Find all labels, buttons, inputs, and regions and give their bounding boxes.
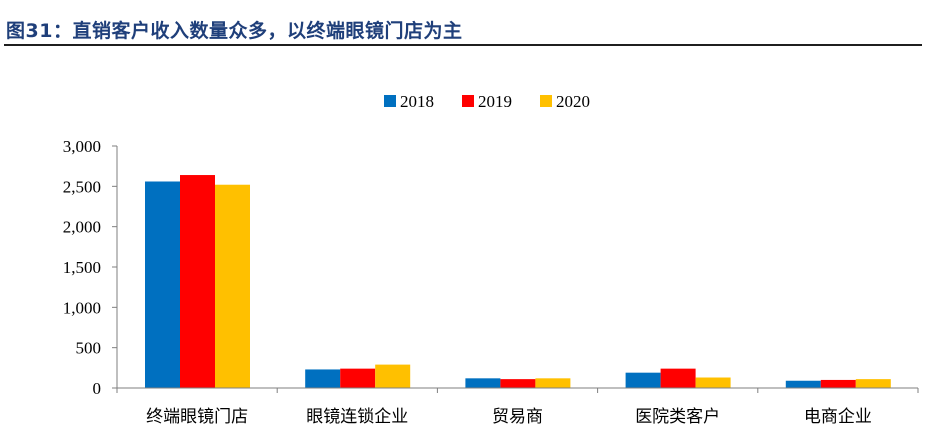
bar-2019-1 bbox=[180, 175, 215, 388]
bar-2019-2 bbox=[340, 368, 376, 388]
legend-swatch-2019 bbox=[462, 95, 474, 107]
bars-area bbox=[145, 175, 891, 388]
x-category-label: 贸易商 bbox=[492, 407, 543, 427]
bar-2018-1 bbox=[145, 181, 180, 388]
y-tick-label: 3,000 bbox=[63, 137, 101, 156]
figure-header: 图31：直销客户收入数量众多，以终端眼镜门店为主 bbox=[0, 0, 926, 46]
bar-2018-4 bbox=[625, 372, 661, 388]
x-category-label: 终端眼镜门店 bbox=[146, 407, 248, 427]
bar-2019-3 bbox=[500, 379, 536, 388]
y-tick-label: 1,500 bbox=[63, 258, 101, 277]
bar-2019-4 bbox=[660, 368, 696, 388]
y-axis: 0 500 1,000 1,500 2,000 2,500 3,000 bbox=[63, 137, 118, 398]
x-axis: 终端眼镜门店 眼镜连锁企业 贸易商 医院类客户 电商企业 bbox=[116, 387, 919, 427]
bar-2020-1 bbox=[215, 184, 250, 388]
y-tick-label: 1,000 bbox=[63, 298, 101, 317]
title-rule bbox=[4, 44, 922, 46]
figure-title: 图31：直销客户收入数量众多，以终端眼镜门店为主 bbox=[6, 20, 463, 42]
bar-2019-5 bbox=[820, 379, 856, 388]
bar-2018-5 bbox=[785, 380, 821, 388]
legend-label-2018: 2018 bbox=[400, 92, 434, 111]
chart-legend: 2018 2019 2020 bbox=[384, 92, 590, 111]
bar-2020-3 bbox=[535, 378, 571, 388]
bar-2018-3 bbox=[465, 378, 501, 388]
x-category-label: 眼镜连锁企业 bbox=[306, 407, 408, 427]
bar-2020-5 bbox=[855, 379, 891, 388]
legend-swatch-2018 bbox=[384, 95, 396, 107]
y-tick-label: 500 bbox=[76, 339, 102, 358]
y-tick-label: 2,000 bbox=[63, 218, 101, 237]
legend-swatch-2020 bbox=[540, 95, 552, 107]
y-tick-label: 2,500 bbox=[63, 177, 101, 196]
legend-label-2019: 2019 bbox=[478, 92, 512, 111]
bar-2020-2 bbox=[375, 364, 411, 388]
bar-2018-2 bbox=[305, 369, 341, 388]
bar-2020-4 bbox=[695, 377, 731, 388]
y-tick-label: 0 bbox=[93, 379, 102, 398]
x-category-label: 医院类客户 bbox=[635, 407, 720, 427]
x-category-label: 电商企业 bbox=[804, 407, 872, 427]
legend-label-2020: 2020 bbox=[556, 92, 590, 111]
